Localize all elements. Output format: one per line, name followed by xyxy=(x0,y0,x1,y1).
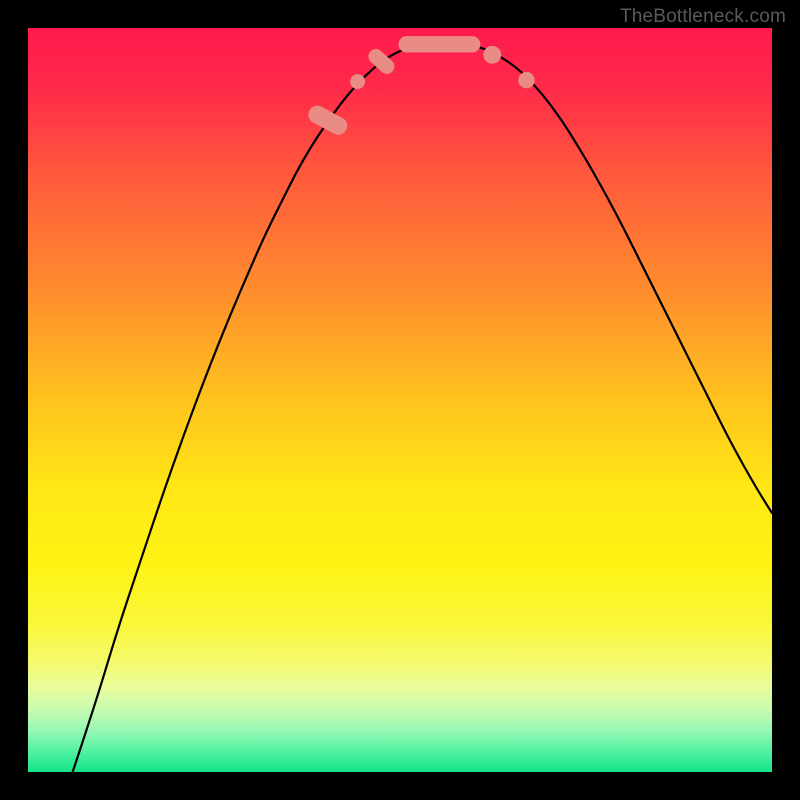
marker-dot xyxy=(483,46,501,64)
watermark-text: TheBottleneck.com xyxy=(620,6,786,28)
chart-container xyxy=(28,28,772,772)
bottleneck-curve-chart xyxy=(28,28,772,772)
marker-capsule xyxy=(399,36,481,52)
gradient-background xyxy=(28,28,772,772)
marker-dot xyxy=(518,72,534,88)
marker-dot xyxy=(350,74,365,89)
